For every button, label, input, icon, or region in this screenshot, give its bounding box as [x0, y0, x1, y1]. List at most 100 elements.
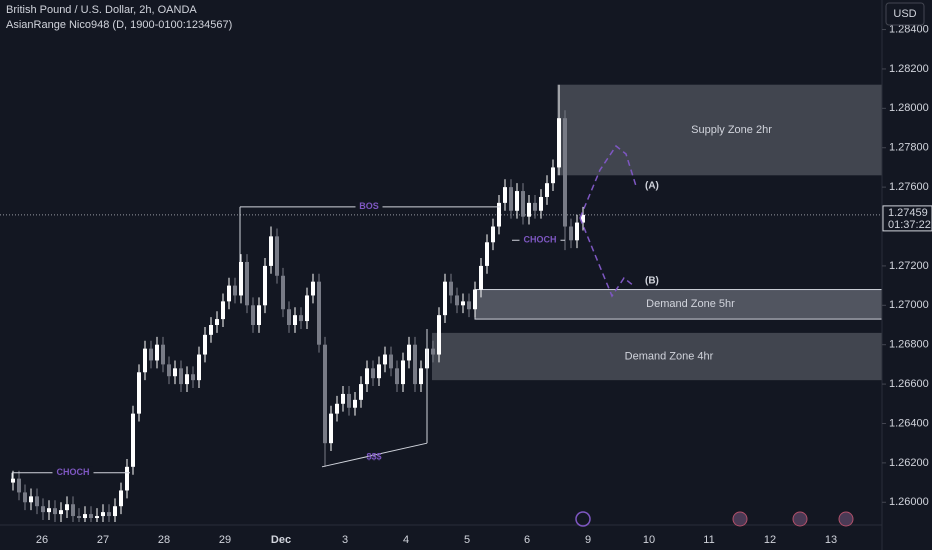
candle-body	[437, 315, 441, 355]
candle-body	[191, 374, 195, 381]
y-tick-label: 1.27000	[889, 299, 929, 311]
y-tick-label: 1.27200	[889, 260, 929, 272]
y-tick-label: 1.26600	[889, 378, 929, 390]
candle-body	[359, 384, 363, 400]
projection-a	[579, 144, 637, 219]
candle-body	[161, 344, 165, 365]
candle-body	[47, 508, 51, 513]
candle-body	[83, 514, 87, 519]
candle-body	[299, 315, 303, 322]
candle-body	[29, 496, 33, 503]
chart-title: British Pound / U.S. Dollar, 2h, OANDA	[6, 4, 197, 16]
candle-body	[503, 187, 507, 203]
candle-body	[479, 265, 483, 290]
y-tick-label: 1.27800	[889, 142, 929, 154]
x-tick-label: 28	[158, 534, 170, 546]
event-icon[interactable]	[732, 511, 748, 527]
candle-body	[233, 285, 237, 296]
candle-body	[35, 496, 39, 507]
x-tick-label: 10	[643, 534, 655, 546]
x-tick-label: 29	[219, 534, 231, 546]
candle-body	[59, 510, 63, 515]
candle-body	[197, 354, 201, 381]
candle-body	[395, 368, 399, 385]
candle-body	[521, 191, 525, 217]
x-tick-label: Dec	[271, 534, 291, 546]
currency[interactable]: USD	[893, 8, 916, 20]
projection-label: (B)	[645, 276, 659, 287]
candle-body	[305, 295, 309, 322]
candle-body	[131, 413, 135, 467]
candle-body	[551, 167, 555, 184]
level-label-bg	[52, 466, 94, 479]
y-tick-label: 1.28200	[889, 63, 929, 75]
projection-b	[579, 217, 635, 298]
candle-body	[443, 281, 447, 316]
zone-label: Demand Zone 5hr	[646, 298, 735, 310]
candle-body	[377, 364, 381, 379]
candle-body	[179, 368, 183, 385]
candle-body	[71, 504, 75, 517]
candle-body	[419, 368, 423, 385]
candle-body	[155, 344, 159, 361]
indicator-label: AsianRange Nico948 (D, 1900-0100:1234567…	[6, 19, 232, 31]
candle-body	[383, 354, 387, 365]
zone	[474, 289, 882, 320]
candle-body	[317, 281, 321, 345]
last-price: 1.27459	[888, 207, 928, 219]
candle-body	[515, 191, 519, 211]
zone	[432, 332, 882, 381]
zone-label: Supply Zone 2hr	[691, 124, 772, 136]
candle-body	[413, 344, 417, 385]
candle-body	[185, 374, 189, 385]
candle-body	[275, 236, 279, 276]
candle-body	[491, 226, 495, 243]
zone	[557, 84, 882, 176]
y-tick-label: 1.28000	[889, 102, 929, 114]
candle-body	[407, 344, 411, 361]
candle-body	[485, 242, 489, 266]
candle-body	[401, 360, 405, 385]
candle-body	[53, 508, 57, 515]
candle-body	[539, 196, 543, 211]
candle-body	[65, 504, 69, 511]
candle-body	[167, 364, 171, 377]
level-label-bg	[355, 200, 383, 213]
liquidity-label: $$$	[366, 451, 381, 461]
x-tick-label: 26	[36, 534, 48, 546]
candle-body	[449, 281, 453, 296]
candle-body	[143, 348, 147, 373]
candle-body	[335, 403, 339, 414]
currency-button[interactable]	[885, 2, 925, 26]
candle-body	[239, 261, 243, 296]
candle-body	[467, 301, 471, 310]
candle-body	[347, 393, 351, 408]
candle-body	[509, 187, 513, 211]
candle-body	[263, 265, 267, 306]
y-tick-label: 1.26400	[889, 417, 929, 429]
candle-body	[119, 490, 123, 507]
x-tick-label: 3	[342, 534, 348, 546]
candle-body	[173, 368, 177, 377]
candle-body	[557, 118, 561, 168]
candle-body	[245, 261, 249, 306]
candle-body	[353, 399, 357, 408]
y-tick-label: 1.26200	[889, 457, 929, 469]
candle-body	[563, 118, 567, 227]
y-tick-label: 1.26800	[889, 339, 929, 351]
candle-body	[227, 285, 231, 302]
event-icon[interactable]	[792, 511, 808, 527]
liquidity-line	[321, 442, 428, 468]
event-icon[interactable]	[838, 511, 854, 527]
candle-body	[365, 368, 369, 385]
candle-body	[575, 222, 579, 241]
candle-body	[533, 202, 537, 211]
candle-body	[497, 202, 501, 227]
event-icon[interactable]	[575, 511, 591, 527]
candle-body	[113, 506, 117, 517]
candle-body	[329, 413, 333, 444]
candle-body	[77, 516, 81, 519]
y-tick-label: 1.26000	[889, 496, 929, 508]
price-axis	[882, 0, 932, 550]
